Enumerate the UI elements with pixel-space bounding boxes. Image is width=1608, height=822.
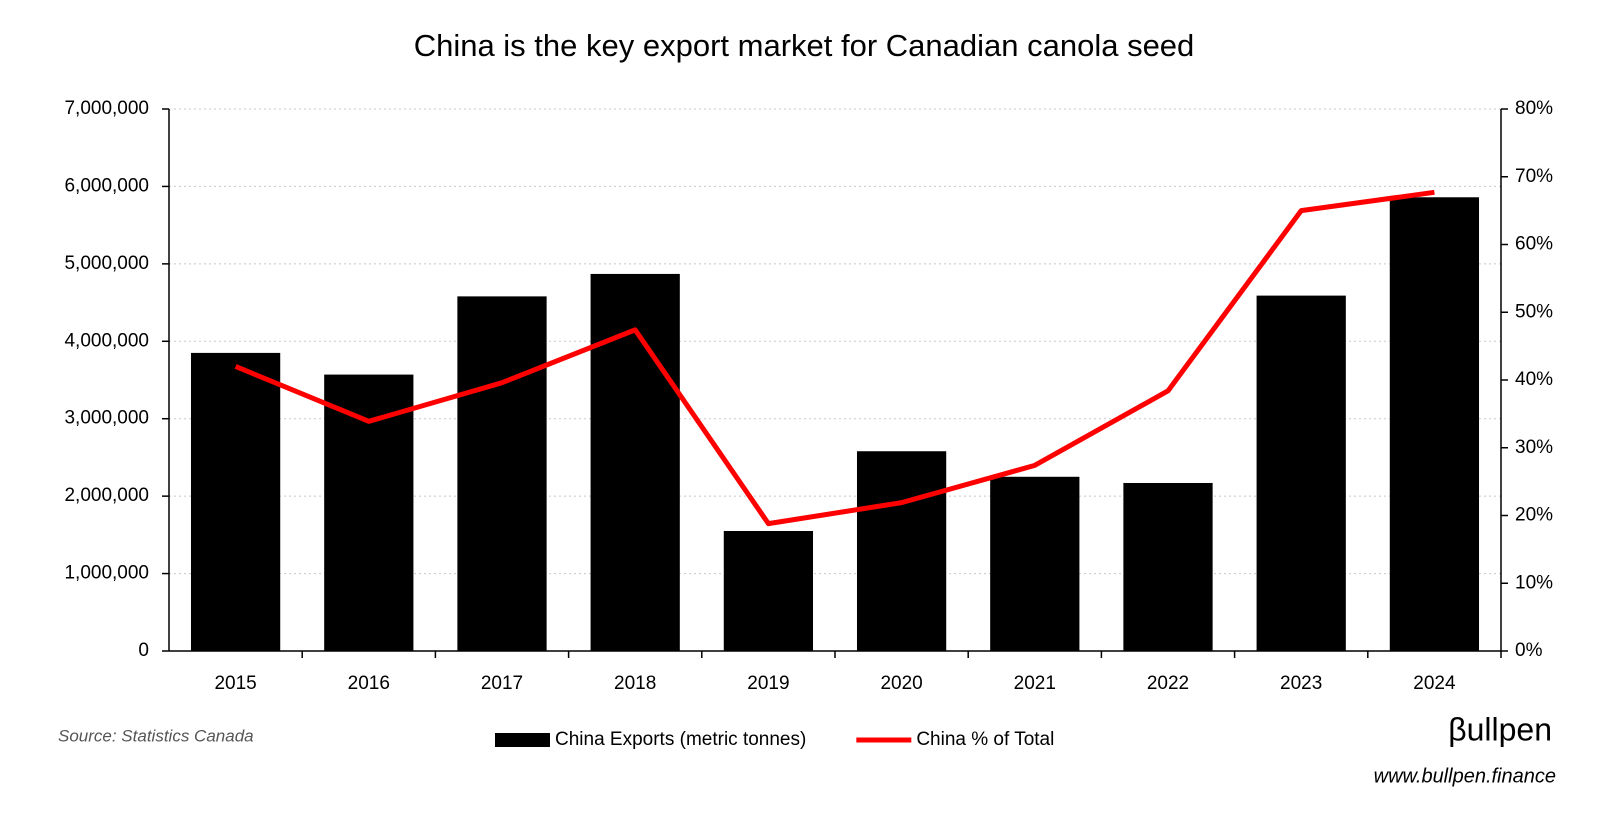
legend-label: China Exports (metric tonnes) bbox=[555, 729, 806, 750]
bar bbox=[324, 374, 414, 651]
x-tick-label: 2024 bbox=[1413, 673, 1456, 694]
bar bbox=[457, 296, 547, 651]
y-tick-label: 5,000,000 bbox=[64, 253, 149, 274]
source-note: Source: Statistics Canada bbox=[58, 726, 254, 745]
bar bbox=[856, 451, 947, 651]
x-tick-label: 2016 bbox=[348, 673, 390, 694]
y2-tick-label: 50% bbox=[1515, 301, 1553, 322]
x-tick-label: 2022 bbox=[1147, 673, 1189, 694]
legend-label: China % of Total bbox=[916, 729, 1054, 750]
x-tick-label: 2023 bbox=[1280, 673, 1322, 694]
x-tick-label: 2017 bbox=[481, 673, 523, 694]
x-tick-label: 2019 bbox=[747, 673, 789, 694]
bar bbox=[1123, 482, 1213, 651]
x-tick-label: 2015 bbox=[214, 673, 256, 694]
y-tick-label: 0 bbox=[138, 640, 149, 661]
y2-tick-label: 10% bbox=[1515, 572, 1553, 593]
legend-swatch bbox=[495, 733, 550, 747]
line bbox=[234, 189, 1435, 527]
bar bbox=[1389, 197, 1480, 652]
y-tick-label: 3,000,000 bbox=[64, 408, 149, 429]
y2-tick-label: 60% bbox=[1515, 234, 1553, 255]
y-tick-label: 7,000,000 bbox=[64, 98, 149, 119]
bar bbox=[1256, 295, 1346, 651]
y-tick-label: 6,000,000 bbox=[64, 175, 149, 196]
y2-tick-label: 20% bbox=[1515, 505, 1553, 526]
logo: βullpen bbox=[1448, 711, 1552, 747]
bar bbox=[723, 530, 814, 651]
bar bbox=[990, 476, 1080, 651]
y-tick-label: 4,000,000 bbox=[64, 330, 149, 351]
y2-tick-label: 70% bbox=[1515, 166, 1553, 187]
x-tick-label: 2018 bbox=[614, 673, 656, 694]
website: www.bullpen.finance bbox=[1374, 765, 1556, 787]
y-tick-label: 2,000,000 bbox=[64, 485, 149, 506]
y2-tick-label: 80% bbox=[1515, 98, 1553, 119]
y2-tick-label: 40% bbox=[1515, 369, 1553, 390]
y2-tick-label: 30% bbox=[1515, 437, 1553, 458]
y-tick-label: 1,000,000 bbox=[64, 563, 149, 584]
bar bbox=[190, 352, 281, 651]
y2-tick-label: 0% bbox=[1515, 640, 1543, 661]
x-tick-label: 2021 bbox=[1014, 673, 1056, 694]
bar bbox=[590, 273, 680, 651]
chart-title: China is the key export market for Canad… bbox=[414, 28, 1195, 63]
x-tick-label: 2020 bbox=[880, 673, 922, 694]
